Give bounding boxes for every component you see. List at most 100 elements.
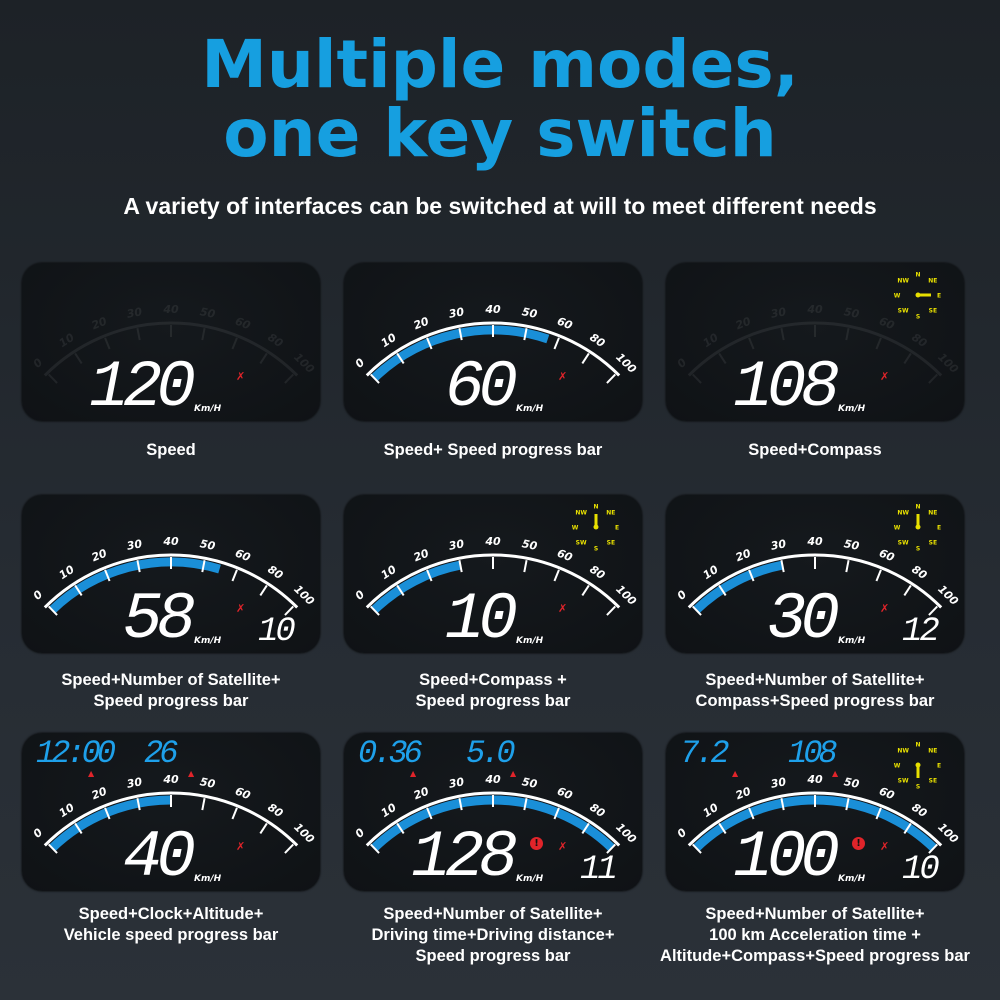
scale-label: 50 — [199, 305, 217, 321]
compass-label: S — [916, 314, 920, 321]
top-readout: 5.0 — [466, 735, 516, 772]
scale-tick — [581, 352, 590, 365]
scale-label: 80 — [587, 331, 607, 350]
compass-label: W — [894, 293, 901, 300]
mode-caption: Speed+Clock+Altitude+ Vehicle speed progr… — [13, 904, 329, 946]
scale-tick — [606, 605, 616, 616]
top-readout: 7.2 — [680, 735, 730, 772]
hud-panel[interactable]: 0 10 20 30 40 50 60 80 100 N NE E SE S SW W NW 108 Km/H ✗ — [666, 263, 964, 421]
progress-bar-fill — [371, 560, 462, 614]
scale-tick — [48, 843, 58, 854]
scale-label: 20 — [412, 546, 431, 564]
compass-label: S — [594, 546, 598, 553]
altitude-icon: ▲ — [832, 769, 839, 778]
driving-time-icon: ▲ — [410, 769, 417, 778]
scale-tick — [903, 584, 912, 597]
scale-label: 20 — [734, 546, 753, 564]
scale-label: 40 — [484, 303, 501, 316]
compass-label: SW — [898, 777, 909, 784]
scale-tick — [780, 798, 785, 811]
scale-label: 30 — [448, 305, 466, 321]
compass-label: SE — [607, 539, 615, 546]
caption-line: 100 km Acceleration time + — [709, 926, 921, 944]
scale-label: 10 — [379, 563, 399, 582]
satellite-icon: ✗ — [880, 840, 890, 853]
hud-panel[interactable]: 0 10 20 30 40 50 60 80 100 120 Km/H ✗ — [22, 263, 320, 421]
scale-tick — [748, 569, 755, 582]
compass-label: NW — [897, 748, 909, 755]
scale-tick — [136, 798, 141, 811]
compass-label: SW — [576, 539, 587, 546]
compass-label: SW — [898, 539, 909, 546]
scale-label: 30 — [770, 305, 788, 321]
caption-line: Speed+Compass + — [419, 671, 567, 689]
scale-label: 60 — [233, 547, 252, 565]
scale-label: 60 — [233, 785, 252, 803]
scale-label: 80 — [265, 801, 285, 820]
scale-label: 10 — [379, 331, 399, 350]
warning-icon: ! — [852, 837, 865, 850]
scale-tick — [284, 843, 294, 854]
scale-arc — [687, 791, 943, 847]
scale-label: 80 — [909, 563, 929, 582]
hud-panel[interactable]: 0 10 20 30 40 50 60 80 100 N NE E SE S SW W NW 100 Km/H ✗ 10… — [666, 733, 964, 891]
speed-unit: Km/H — [516, 636, 544, 646]
compass-label: E — [937, 763, 941, 770]
scale-tick — [231, 337, 238, 350]
scale-tick — [396, 584, 405, 597]
hud-panel[interactable]: 0 10 20 30 40 50 60 80 100 40 Km/H ✗ 12:00 ▲ 26 ▲ — [22, 733, 320, 891]
scale-tick — [458, 560, 463, 573]
scale-label: 80 — [587, 563, 607, 582]
progress-bar-fill — [49, 557, 221, 614]
caption-line: Vehicle speed progress bar — [63, 926, 279, 944]
scale-label: 40 — [162, 773, 179, 786]
scale-label: 40 — [806, 535, 823, 548]
scale-arc — [365, 791, 621, 847]
compass-label: W — [894, 763, 901, 770]
progress-bar-fill — [693, 560, 784, 614]
scale-tick — [553, 807, 560, 820]
mode-caption: Speed+Number of Satellite+ Driving time+D… — [335, 904, 651, 967]
speed-readout: 40 — [122, 820, 196, 891]
scale-tick — [692, 605, 702, 616]
scale-tick — [370, 843, 380, 854]
satellite-icon: ✗ — [880, 602, 890, 615]
compass-label: N — [915, 272, 920, 279]
scale-label: 60 — [877, 547, 896, 565]
scale-label: 20 — [734, 314, 753, 332]
scale-tick — [104, 807, 111, 820]
scale-label: 10 — [701, 801, 721, 820]
scale-tick — [748, 337, 755, 350]
compass-label: SE — [929, 307, 937, 314]
hud-panel[interactable]: 0 10 20 30 40 50 60 80 100 58 Km/H ✗ 10 — [22, 495, 320, 653]
headline-line-2: one key switch — [223, 95, 777, 172]
hud-panel[interactable]: 0 10 20 30 40 50 60 80 100 N NE E SE S SW W NW 10 Km/H ✗ — [344, 495, 642, 653]
scale-label: 50 — [843, 775, 861, 791]
scale-arc — [687, 321, 943, 377]
top-readout: 108 — [788, 735, 838, 772]
mode-caption: Speed+Number of Satellite+ Compass+Speed … — [657, 670, 973, 712]
scale-tick — [284, 373, 294, 384]
speed-readout: 108 — [733, 350, 840, 421]
scale-tick — [780, 560, 785, 573]
scale-label: 50 — [843, 537, 861, 553]
scale-label: 0 — [31, 356, 46, 371]
scale-label: 30 — [770, 775, 788, 791]
scale-tick — [426, 337, 433, 350]
hud-panel[interactable]: 0 10 20 30 40 50 60 80 100 60 Km/H ✗ — [344, 263, 642, 421]
compass-label: NE — [928, 748, 937, 755]
mode-caption: Speed — [13, 440, 329, 461]
speed-readout: 120 — [89, 350, 196, 421]
scale-tick — [370, 605, 380, 616]
compass-label: SE — [929, 777, 937, 784]
caption-line: Speed+Number of Satellite+ — [383, 905, 603, 923]
scale-label: 30 — [126, 305, 144, 321]
hud-panel[interactable]: 0 10 20 30 40 50 60 80 100 128 Km/H ✗ 11! 0.36 ▲ 5.0 ▲ — [344, 733, 642, 891]
scale-tick — [523, 328, 528, 341]
mode-caption: Speed+Compass — [657, 440, 973, 461]
satellite-count: 12 — [902, 613, 940, 651]
hud-panel[interactable]: 0 10 20 30 40 50 60 80 100 N NE E SE S SW W NW 30 Km/H ✗ 12 — [666, 495, 964, 653]
scale-tick — [396, 352, 405, 365]
